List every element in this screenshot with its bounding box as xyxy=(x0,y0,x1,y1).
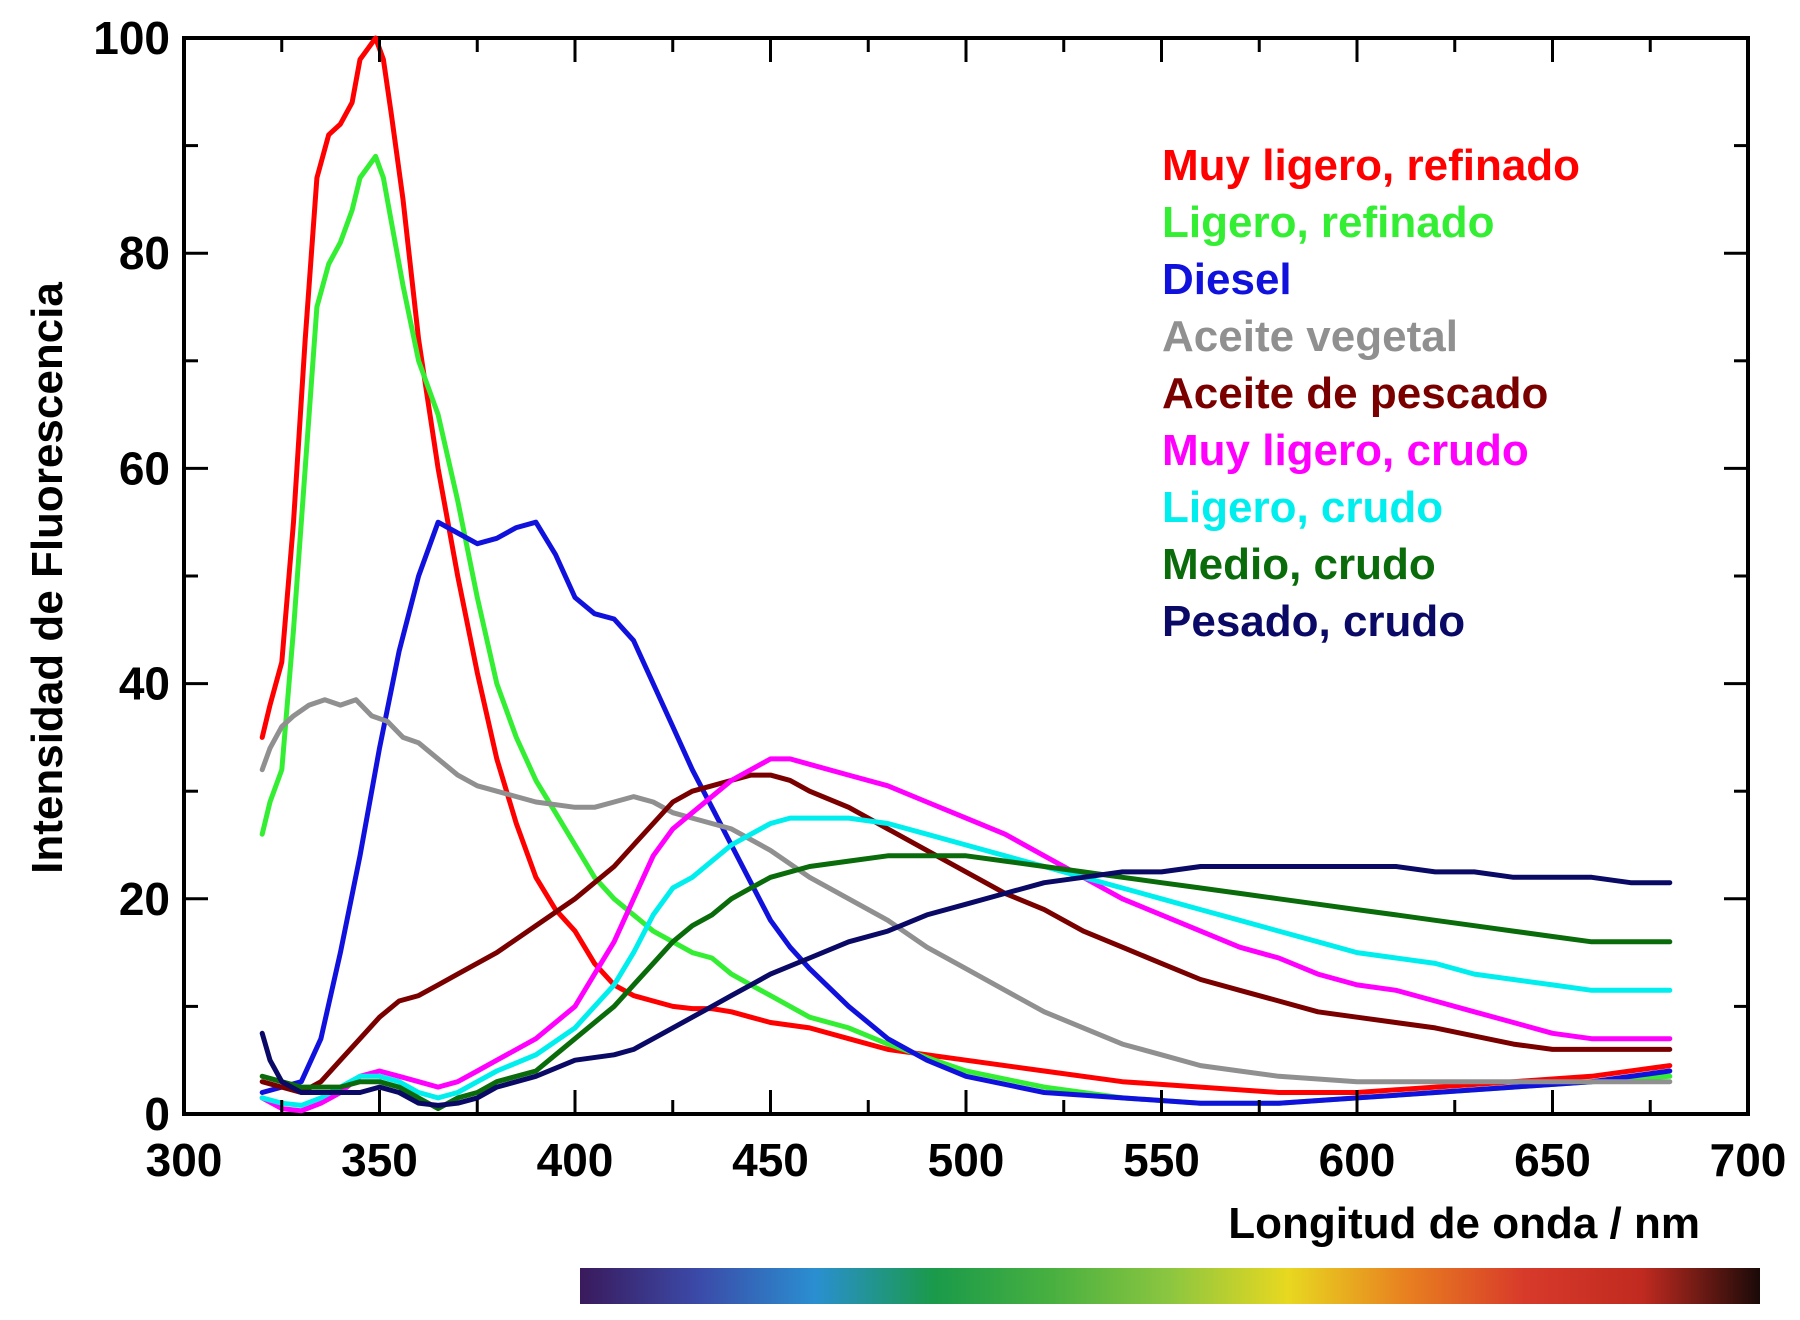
y-axis-title: Intensidad de Fluorescencia xyxy=(23,282,72,874)
series-line-5 xyxy=(259,772,1673,1095)
series-line-2 xyxy=(259,153,1673,1106)
x-tick-label: 300 xyxy=(146,1134,223,1186)
y-tick-label: 20 xyxy=(119,873,170,925)
series-line-6 xyxy=(259,756,1673,1114)
legend-entry: Muy ligero, crudo xyxy=(1162,426,1529,475)
x-tick-label: 350 xyxy=(341,1134,418,1186)
y-tick-label: 0 xyxy=(144,1088,170,1140)
series-line-9 xyxy=(259,864,1673,1108)
legend-entry: Ligero, crudo xyxy=(1162,483,1443,532)
x-tick-label: 550 xyxy=(1123,1134,1200,1186)
legend-entry: Aceite vegetal xyxy=(1162,312,1458,361)
series-line-7 xyxy=(259,815,1673,1108)
legend-entry: Ligero, refinado xyxy=(1162,198,1494,247)
legend: Muy ligero, refinado Ligero, refinado Dies… xyxy=(1162,141,1580,646)
series-line-8 xyxy=(259,853,1673,1112)
y-tick-label: 100 xyxy=(93,12,170,64)
x-tick-label: 450 xyxy=(732,1134,809,1186)
x-tick-label: 700 xyxy=(1710,1134,1787,1186)
legend-entry: Aceite de pescado xyxy=(1162,369,1548,418)
x-tick-label: 500 xyxy=(928,1134,1005,1186)
visible-spectrum-bar xyxy=(580,1268,1760,1304)
x-axis-title: Longitud de onda / nm xyxy=(1228,1199,1700,1248)
legend-entry: Diesel xyxy=(1162,255,1292,304)
legend-entry: Pesado, crudo xyxy=(1162,597,1465,646)
series-line-4 xyxy=(259,697,1673,1085)
series-line-1 xyxy=(259,35,1673,1095)
x-tick-label: 650 xyxy=(1514,1134,1591,1186)
legend-entry: Muy ligero, refinado xyxy=(1162,141,1580,190)
y-tick-label: 80 xyxy=(119,227,170,279)
y-tick-label: 60 xyxy=(119,442,170,494)
series-line-3 xyxy=(259,519,1673,1106)
x-tick-label: 600 xyxy=(1319,1134,1396,1186)
legend-entry: Medio, crudo xyxy=(1162,540,1436,589)
x-tick-label: 400 xyxy=(537,1134,614,1186)
y-tick-label: 40 xyxy=(119,658,170,710)
